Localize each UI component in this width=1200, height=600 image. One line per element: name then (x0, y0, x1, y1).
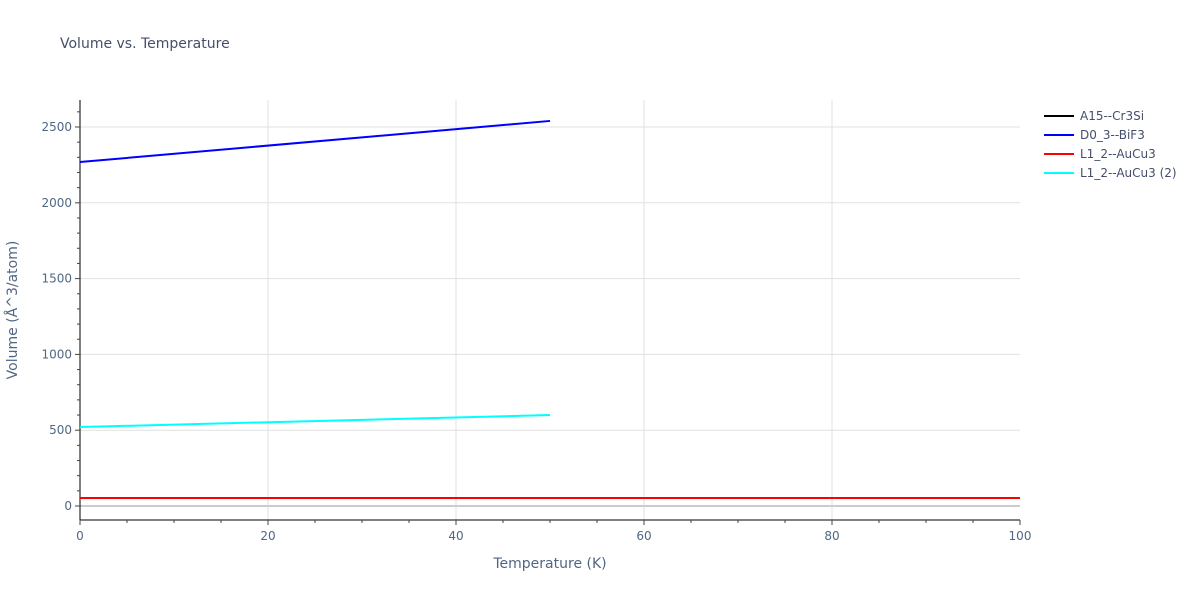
y-tick-label: 1500 (41, 272, 72, 286)
legend: A15--Cr3Si D0_3--BiF3 L1_2--AuCu3 L1_2--… (1044, 106, 1177, 182)
y-tick-label: 2500 (41, 120, 72, 134)
legend-label: L1_2--AuCu3 (2) (1080, 165, 1177, 180)
line-swatch-icon (1044, 114, 1074, 117)
legend-item-a15-cr3si[interactable]: A15--Cr3Si (1044, 106, 1177, 125)
y-tick-label: 0 (64, 499, 72, 513)
legend-label: D0_3--BiF3 (1080, 127, 1145, 142)
series-line-l1-2-aucu3-2-[interactable] (79, 414, 551, 429)
x-tick-label: 20 (260, 529, 275, 543)
axes (75, 100, 1021, 525)
grid-lines (80, 100, 1020, 520)
y-tick-label: 2000 (41, 196, 72, 210)
series-line-d0-3-bif3[interactable] (79, 119, 551, 164)
chart-title: Volume vs. Temperature (60, 36, 230, 52)
data-series (79, 119, 1020, 499)
legend-label: L1_2--AuCu3 (1080, 146, 1156, 161)
legend-item-l1-2-aucu3[interactable]: L1_2--AuCu3 (1044, 144, 1177, 163)
y-tick-label: 1000 (41, 347, 72, 361)
y-tick-label: 500 (49, 423, 72, 437)
legend-label: A15--Cr3Si (1080, 108, 1145, 123)
y-axis-label: Volume (Å^3/atom) (4, 241, 21, 380)
legend-item-d0-3-bif3[interactable]: D0_3--BiF3 (1044, 125, 1177, 144)
line-swatch-icon (1044, 171, 1074, 174)
x-tick-label: 80 (824, 529, 839, 543)
x-tick-label: 60 (636, 529, 651, 543)
line-swatch-icon (1044, 133, 1074, 136)
x-tick-label: 0 (76, 529, 84, 543)
line-swatch-icon (1044, 152, 1074, 155)
x-tick-label: 40 (448, 529, 463, 543)
legend-item-l1-2-aucu3-2[interactable]: L1_2--AuCu3 (2) (1044, 163, 1177, 182)
x-axis-label: Temperature (K) (492, 556, 606, 572)
x-tick-label: 100 (1009, 529, 1032, 543)
